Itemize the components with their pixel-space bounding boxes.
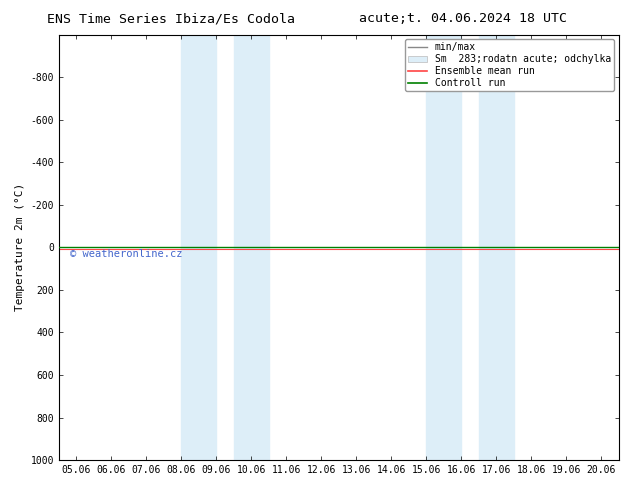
Bar	[427, 35, 462, 460]
Text: ENS Time Series Ibiza/Es Codola: ENS Time Series Ibiza/Es Codola	[47, 12, 295, 25]
Text: acute;t. 04.06.2024 18 UTC: acute;t. 04.06.2024 18 UTC	[359, 12, 567, 25]
Legend: min/max, Sm  283;rodatn acute; odchylka, Ensemble mean run, Controll run: min/max, Sm 283;rodatn acute; odchylka, …	[405, 40, 614, 91]
Y-axis label: Temperature 2m (°C): Temperature 2m (°C)	[15, 183, 25, 312]
Bar	[234, 35, 269, 460]
Bar	[181, 35, 216, 460]
Bar	[479, 35, 514, 460]
Text: © weatheronline.cz: © weatheronline.cz	[70, 249, 183, 259]
